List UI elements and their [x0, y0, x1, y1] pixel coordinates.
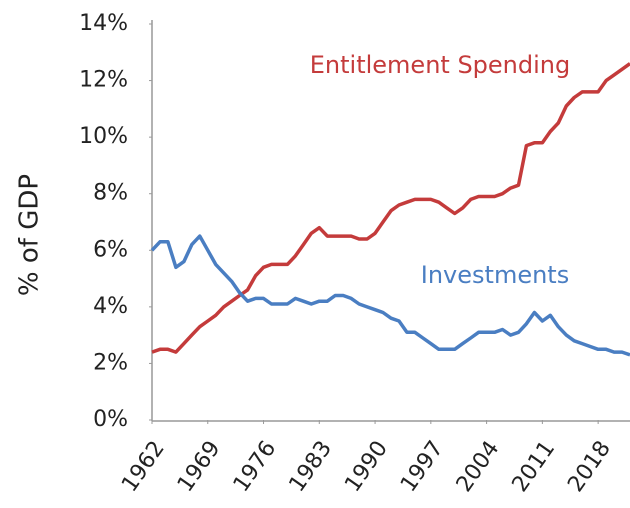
series-label: Investments	[421, 261, 569, 289]
line-series	[151, 62, 630, 354]
series-label: Entitlement Spending	[310, 51, 570, 79]
y-tick-label: 12%	[79, 68, 128, 93]
x-tick-label: 2018	[563, 437, 616, 497]
x-tick-label: 2011	[508, 437, 561, 497]
x-tick-label: 2004	[452, 437, 505, 497]
y-tick-label: 10%	[79, 124, 128, 149]
x-tick-label: 1997	[396, 437, 449, 497]
y-tick-label: 6%	[93, 237, 128, 262]
y-tick-label: 2%	[93, 350, 128, 375]
y-axis-label: % of GDP	[15, 174, 45, 296]
y-tick-label: 8%	[93, 181, 128, 206]
x-tick-label: 1976	[229, 437, 282, 497]
x-tick-label: 1962	[117, 437, 170, 497]
x-tick-label: 1983	[285, 437, 338, 497]
x-tick-label: 1990	[340, 437, 393, 497]
x-tick-label: 1969	[173, 437, 226, 497]
y-tick-label: 0%	[93, 407, 128, 432]
y-tick-label: 4%	[93, 294, 128, 319]
y-tick-label: 14%	[79, 11, 128, 36]
line-series	[150, 234, 630, 357]
